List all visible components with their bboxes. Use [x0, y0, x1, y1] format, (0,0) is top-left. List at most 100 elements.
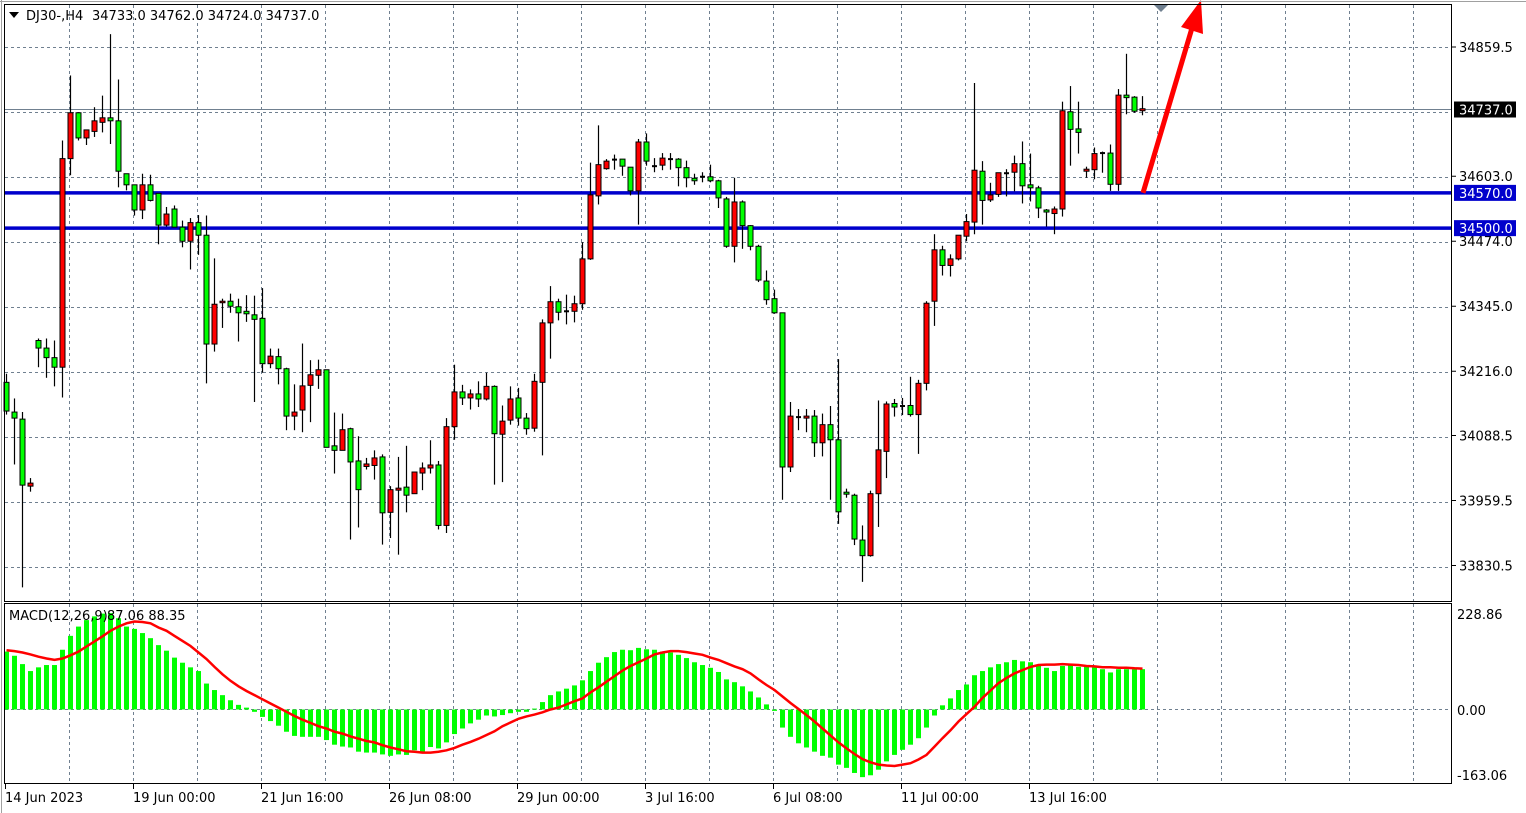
candle	[435, 460, 442, 530]
candle	[451, 364, 458, 440]
macd-histogram-bar	[396, 709, 401, 755]
candle	[107, 34, 114, 144]
macd-histogram-bar	[28, 671, 33, 710]
candle	[363, 457, 370, 470]
candle-body-bear	[51, 357, 58, 368]
candle-body-bear	[1043, 209, 1050, 213]
candle-body-bull	[507, 398, 514, 421]
macd-panel-border	[4, 603, 1452, 784]
candle-body-bull	[875, 449, 882, 495]
candle-body-bear	[283, 368, 290, 417]
macd-histogram-bar	[724, 679, 729, 710]
macd-histogram-bar	[780, 709, 785, 728]
candle-body-bull	[315, 369, 322, 376]
level-price-badge[interactable]	[1454, 220, 1516, 237]
macd-histogram-bar	[868, 709, 873, 776]
candle-body-bear	[403, 486, 410, 496]
macd-histogram-bar	[708, 667, 713, 710]
candle	[995, 172, 1002, 197]
candle-body-bull	[587, 194, 594, 260]
macd-histogram-bar	[276, 709, 281, 726]
candle-body-bear	[43, 347, 50, 359]
candle	[843, 488, 850, 498]
macd-histogram-bar	[356, 709, 361, 752]
price-tick-label: 33830.5	[1459, 559, 1513, 574]
macd-histogram-bar	[132, 628, 137, 710]
candle-body-bull	[955, 234, 962, 260]
candle	[35, 338, 42, 368]
candle	[131, 184, 138, 216]
macd-histogram-bar	[716, 671, 721, 710]
macd-histogram-bar	[948, 698, 953, 710]
candle-body-bull	[211, 303, 218, 345]
macd-histogram-bar	[468, 709, 473, 724]
candle	[139, 173, 146, 220]
price-tick-label: 34088.5	[1459, 429, 1513, 444]
candle	[1043, 208, 1050, 227]
macd-histogram-bar	[556, 691, 561, 710]
candle	[643, 133, 650, 166]
macd-histogram-bar	[844, 709, 849, 768]
macd-histogram-bar	[364, 709, 369, 753]
candle	[547, 286, 554, 359]
candle-body-bear	[491, 385, 498, 435]
macd-histogram-bar	[492, 709, 497, 717]
macd-histogram-bar	[628, 650, 633, 710]
macd-indicator	[4, 613, 1145, 778]
dropdown-triangle-icon[interactable]	[9, 12, 19, 18]
candle-body-bear	[115, 120, 122, 172]
candle-body-bull	[987, 194, 994, 201]
macd-histogram-bar	[1004, 662, 1009, 710]
macd-histogram-bar	[92, 616, 97, 710]
macd-histogram-bar	[388, 709, 393, 756]
candle	[515, 387, 522, 426]
candle-body-bear	[323, 369, 330, 448]
macd-histogram-bar	[444, 709, 449, 743]
candle-body-bear	[835, 439, 842, 513]
chart-shift-marker-icon[interactable]	[1154, 5, 1168, 12]
candle-body-bull	[219, 300, 226, 304]
candle	[1051, 206, 1058, 235]
candle-body-bear	[227, 300, 234, 307]
candle-body-bear	[891, 402, 898, 408]
candle	[211, 258, 218, 352]
candle-body-bull	[531, 380, 538, 429]
time-label: 19 Jun 00:00	[133, 791, 216, 806]
macd-histogram-bar	[1092, 666, 1097, 710]
red-arrow-annotation[interactable]	[1140, 0, 1203, 194]
candle	[75, 112, 82, 141]
candle-body-bull	[1059, 110, 1066, 210]
arrow-head-icon[interactable]	[1181, 0, 1203, 34]
candle	[963, 214, 970, 242]
macd-histogram-bar	[740, 686, 745, 710]
candle-body-bull	[91, 120, 98, 132]
candle	[1027, 153, 1034, 202]
candle-body-bear	[475, 393, 482, 400]
candle	[259, 288, 266, 373]
candle	[291, 384, 298, 431]
macd-histogram-bar	[804, 709, 809, 748]
candle	[595, 125, 602, 205]
macd-histogram-bar	[44, 665, 49, 710]
axes: 34859.5 34603.0 34474.0 34345.0 34216.0 34088…	[5, 41, 1516, 806]
candle-body-bear	[243, 310, 250, 315]
macd-histogram-bar	[1076, 666, 1081, 710]
macd-histogram-bar	[956, 690, 961, 710]
macd-histogram-bar	[972, 675, 977, 710]
candle	[571, 295, 578, 323]
candle	[219, 298, 226, 328]
macd-histogram-bar	[980, 671, 985, 710]
macd-histogram-bar	[220, 695, 225, 710]
macd-histogram-bar	[676, 654, 681, 710]
level-price-badge[interactable]	[1454, 184, 1516, 201]
arrow-shaft[interactable]	[1140, 27, 1195, 194]
time-label: 21 Jun 16:00	[261, 791, 344, 806]
candle	[1139, 96, 1146, 116]
candle	[891, 398, 898, 417]
candle-body-bear	[1123, 94, 1130, 99]
macd-histogram-bar	[996, 664, 1001, 710]
macd-values: 87.06 88.35	[107, 609, 186, 624]
candle	[531, 373, 538, 432]
candle-body-bull	[539, 322, 546, 383]
